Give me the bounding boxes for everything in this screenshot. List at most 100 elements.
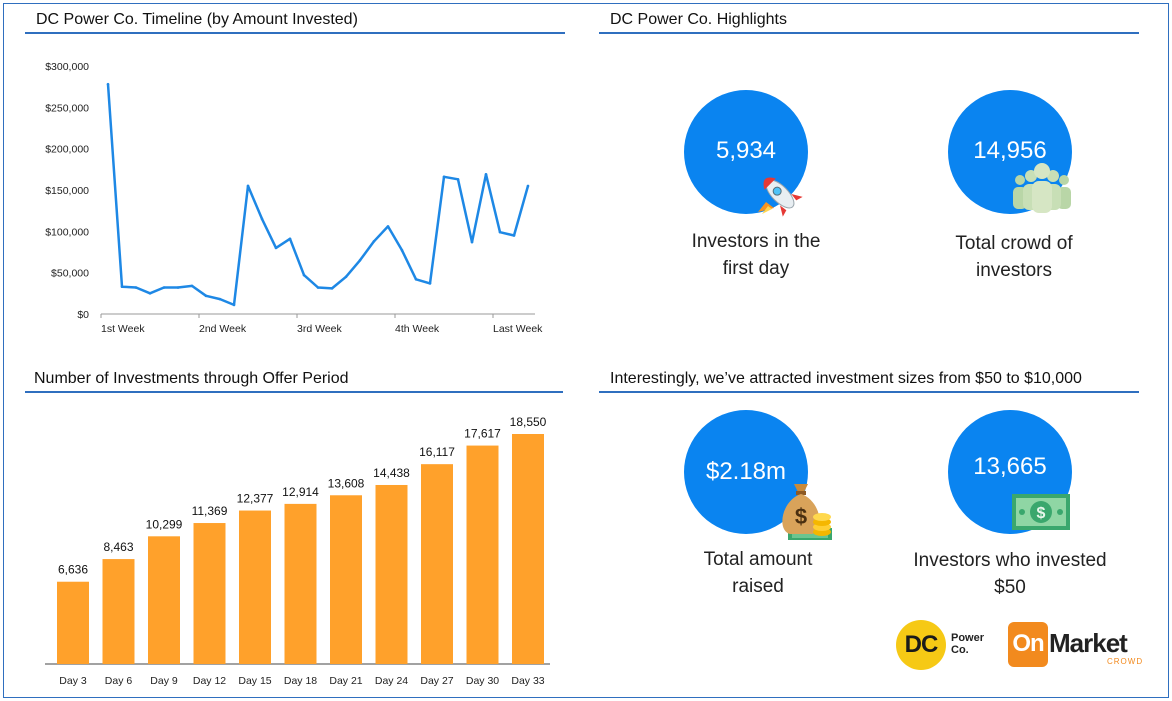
x-category-label: Day 24 (375, 675, 408, 687)
stat-circle-fifty-dollar: 13,665 (948, 410, 1072, 534)
onmarket-logo-crowd: CROWD (1107, 657, 1144, 666)
y-tick-label: $200,000 (45, 144, 89, 156)
line-point (386, 225, 390, 228)
investment-sizes-title: Interestingly, we’ve attracted investmen… (610, 370, 1082, 387)
dollar-bill-icon: $ (1010, 492, 1072, 532)
x-tick-label: 1st Week (101, 323, 145, 335)
line-point (484, 172, 488, 176)
line-point (344, 275, 348, 279)
stat-caption-total-crowd-line2: investors (975, 260, 1053, 281)
bar-value-label: 10,299 (146, 517, 183, 531)
investment-bar (102, 559, 135, 664)
line-point (246, 184, 250, 188)
stat-value-fifty-dollar: 13,665 (973, 453, 1047, 480)
timeline-line-chart: $0 $50,000 $100,000 $150,000 $200,000 $250,00… (45, 61, 543, 335)
line-point (134, 286, 138, 289)
bar-value-label: 18,550 (510, 415, 547, 429)
line-point (190, 284, 194, 288)
line-point (260, 217, 264, 221)
line-point (148, 292, 152, 295)
line-point (414, 277, 418, 281)
investment-bar (193, 523, 226, 664)
line-point (162, 286, 166, 289)
dashboard-frame (3, 3, 1169, 698)
y-tick-label: $0 (77, 309, 89, 321)
timeline-title-rule (25, 32, 565, 34)
bar-value-label: 11,369 (192, 504, 228, 518)
onmarket-logo-market: Market (1049, 628, 1128, 658)
x-category-label: Day 33 (511, 675, 544, 687)
bar-value-label: 8,463 (103, 540, 133, 554)
investment-bar (284, 503, 317, 664)
line-point (274, 246, 278, 250)
line-point (512, 234, 516, 237)
y-tick-label: $150,000 (45, 185, 89, 197)
x-category-label: Day 3 (59, 675, 87, 687)
line-point (456, 177, 460, 181)
line-point (372, 239, 376, 243)
stat-caption-amount-raised-line2: raised (732, 576, 784, 597)
stat-caption-first-day-line2: first day (722, 258, 790, 279)
dc-logo-name-line2: Co. (951, 644, 969, 656)
y-tick-label: $50,000 (51, 268, 89, 280)
highlights-title-rule (599, 32, 1139, 34)
investment-bar (330, 495, 362, 664)
investment-bar (421, 464, 453, 664)
line-point (204, 294, 208, 298)
bar-value-label: 16,117 (419, 445, 455, 459)
bar-value-label: 6,636 (58, 563, 88, 577)
investments-chart-title: Number of Investments through Offer Peri… (34, 370, 349, 387)
dc-logo-mark: DC (904, 631, 939, 658)
line-point (526, 184, 530, 188)
dc-power-logo: DC (896, 620, 946, 670)
bar-value-label: 14,438 (373, 466, 410, 480)
line-point (498, 230, 502, 234)
line-point (218, 297, 222, 301)
line-point (120, 285, 124, 289)
x-category-label: Day 9 (150, 675, 178, 687)
line-point (358, 258, 362, 262)
onmarket-logo-on: On (1012, 630, 1044, 657)
stat-caption-fifty-dollar-line2: $50 (994, 577, 1026, 598)
x-category-label: Day 12 (193, 675, 226, 687)
line-point (302, 273, 306, 277)
x-category-label: Day 6 (105, 675, 133, 687)
investment-bar (239, 510, 271, 664)
line-point (106, 82, 110, 86)
bar-value-label: 13,608 (328, 476, 365, 490)
line-point (176, 286, 180, 289)
onmarket-logo: On (1008, 622, 1048, 667)
stat-caption-total-crowd-line1: Total crowd of (955, 233, 1073, 254)
stat-value-total-crowd: 14,956 (973, 137, 1047, 164)
bar-value-label: 12,377 (237, 492, 274, 506)
x-category-label: Day 18 (284, 675, 317, 687)
sizes-title-rule (599, 391, 1139, 393)
rocket-icon (752, 172, 804, 218)
highlights-title: DC Power Co. Highlights (610, 11, 787, 28)
line-point (232, 303, 236, 307)
x-tick-label: 2nd Week (199, 323, 247, 335)
line-point (288, 237, 292, 241)
x-category-label: Day 27 (420, 675, 453, 687)
dc-logo-name: Power Co. (951, 632, 984, 656)
stat-value-first-day: 5,934 (715, 137, 777, 164)
x-category-label: Day 21 (329, 675, 362, 687)
y-tick-label: $300,000 (45, 61, 89, 73)
x-tick-label: 3rd Week (297, 323, 342, 335)
line-point (330, 287, 334, 290)
stat-caption-fifty-dollar-line1: Investors who invested (913, 550, 1107, 571)
stat-value-amount-raised: $2.18m (705, 458, 787, 485)
line-point (442, 175, 446, 179)
stat-caption-fifty-dollar: Investors who invested $50 (900, 547, 1120, 601)
line-point (428, 282, 432, 285)
stat-caption-first-day: Investors in the first day (656, 228, 856, 282)
stat-caption-amount-raised-line1: Total amount (703, 549, 813, 570)
people-icon (1010, 162, 1074, 214)
line-point (470, 240, 474, 244)
investment-bar (375, 484, 408, 664)
stat-caption-total-crowd: Total crowd of investors (914, 230, 1114, 284)
timeline-chart-title: DC Power Co. Timeline (by Amount Investe… (36, 11, 358, 28)
y-tick-label: $100,000 (45, 226, 89, 238)
line-point (316, 286, 320, 289)
investment-bar (512, 434, 544, 664)
